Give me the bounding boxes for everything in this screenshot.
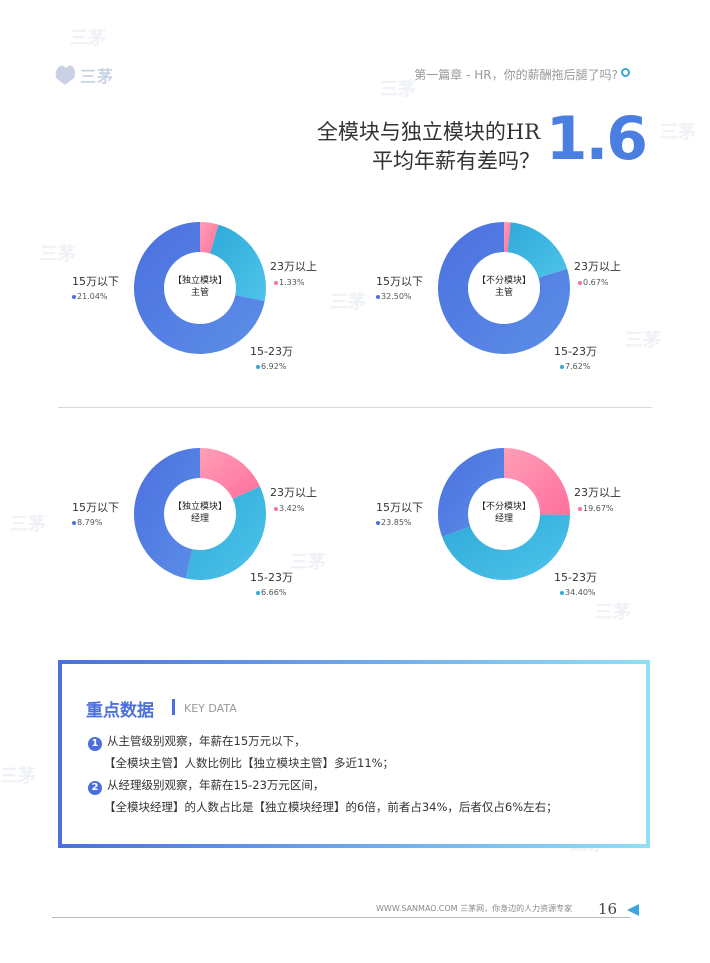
value-label: 23.85% [376,518,412,527]
title-line-1: 全模块与独立模块的HR [316,120,540,144]
watermark: 三茅 [625,330,661,351]
title-bar [172,699,175,715]
number-badge: 1 [88,737,102,751]
logo-icon [55,65,76,85]
value-label: 32.50% [376,292,412,301]
donut-slice-0 [504,222,511,253]
triangle-icon [627,904,639,916]
page-title: 全模块与独立模块的HR 平均年薪有差吗？ [317,118,540,176]
title-line-2: 平均年薪有差吗？ [372,149,540,173]
ring-icon [621,68,630,77]
donut-slice-0 [200,448,260,499]
category-label: 15-23万 [250,571,293,584]
donut-svg [134,222,266,354]
key-point-text: 【全模块经理】的人数占比是【独立模块经理】的6倍，前者占34%，后者仅占6%左右… [104,800,558,814]
number-badge: 2 [88,781,102,795]
donut-svg [133,448,266,580]
category-label: 15-23万 [250,345,293,358]
legend-dot [256,590,260,595]
donut-slice-2 [134,222,265,354]
key-data-box [58,660,650,848]
category-label: 15万以下 [376,501,423,514]
donut-slice-0 [504,448,570,516]
logo-text: 三茅 [80,67,115,86]
value-label: 19.67% [578,504,614,513]
category-label: 15-23万 [554,345,597,358]
value-label: 6.66% [256,588,286,597]
donut-svg [438,222,570,354]
donut-center-label: 【不分模块】 主管 [476,276,531,298]
value-label: 3.42% [274,504,304,513]
key-point-2: 2 从经理级别观察，年薪在15-23万元区间， 【全模块经理】的人数占比是【独立模… [88,774,558,818]
donut-slice-2 [133,448,200,579]
donut-slice-0 [200,222,219,254]
watermark: 三茅 [330,292,366,313]
legend-dot [72,520,76,525]
category-label: 15-23万 [554,571,597,584]
donut-slice-1 [507,222,568,278]
key-point-text: 从主管级别观察，年薪在15万元以下， [107,734,306,748]
legend-dot [376,294,380,299]
watermark: 三茅 [290,552,326,573]
donut-chart-3: 【独立模块】 经理 23万以上 3.42% 15-23万 6.66% 15万以下 8.79% [60,426,370,606]
watermark: 三茅 [595,602,631,623]
legend-dot [274,506,278,511]
donut-slice-2 [438,222,570,354]
watermark: 三茅 [40,244,76,265]
category-label: 23万以上 [574,260,621,273]
watermark: 三茅 [660,122,696,143]
divider [58,407,652,408]
legend-dot [560,590,564,595]
footer-text: WWW.SANMAO.COM 三茅网，你身边的人力资源专家 [376,904,573,913]
category-label: 23万以上 [270,260,317,273]
donut-slice-1 [442,514,570,580]
category-label: 15万以下 [376,275,423,288]
legend-dot [578,506,582,511]
legend-dot [256,364,260,369]
value-label: 6.92% [256,362,286,371]
watermark: 三茅 [0,766,36,787]
category-label: 15万以下 [72,275,119,288]
value-label: 8.79% [72,518,102,527]
value-label: 7.62% [560,362,590,371]
donut-slice-1 [210,224,266,302]
key-data-subtitle: KEY DATA [184,702,237,715]
value-label: 21.04% [72,292,108,301]
donut-slice-2 [438,448,504,537]
key-point-text: 【全模块主管】人数比例比【独立模块主管】多近11%； [104,756,395,770]
value-label: 1.33% [274,278,304,287]
section-number: 1.6 [545,104,648,174]
donut-chart-4: 【不分模块】 经理 23万以上 19.67% 15-23万 34.40% 15万以下 23.8… [364,426,674,606]
donut-center-label: 【独立模块】 经理 [172,502,227,524]
donut-slice-1 [185,486,266,580]
page-number: 16 [598,900,618,918]
chapter-title: 第一篇章 - HR，你的薪酬拖后腿了吗? [414,68,618,82]
donut-chart-2: 【不分模块】 主管 23万以上 0.67% 15-23万 7.62% 15万以下 32.50% [364,200,674,380]
legend-dot [274,280,278,285]
category-label: 23万以上 [574,486,621,499]
donut-chart-1: 【独立模块】 主管 23万以上 1.33% 15-23万 6.92% 15万以下 21.04% [60,200,370,380]
key-point-1: 1 从主管级别观察，年薪在15万元以下， 【全模块主管】人数比例比【独立模块主管】… [88,730,394,774]
key-data-title: 重点数据 [86,701,154,721]
donut-center-label: 【独立模块】 主管 [172,276,227,298]
legend-dot [72,294,76,299]
category-label: 15万以下 [72,501,119,514]
donut-svg [438,448,570,580]
donut-center-label: 【不分模块】 经理 [476,502,531,524]
value-label: 0.67% [578,278,608,287]
category-label: 23万以上 [270,486,317,499]
watermark: 三茅 [70,28,106,49]
key-point-text: 从经理级别观察，年薪在15-23万元区间， [107,778,325,792]
footer-line [52,917,630,918]
legend-dot [376,520,380,525]
legend-dot [560,364,564,369]
watermark: 三茅 [380,79,416,100]
legend-dot [578,280,582,285]
watermark: 三茅 [10,514,46,535]
value-label: 34.40% [560,588,596,597]
